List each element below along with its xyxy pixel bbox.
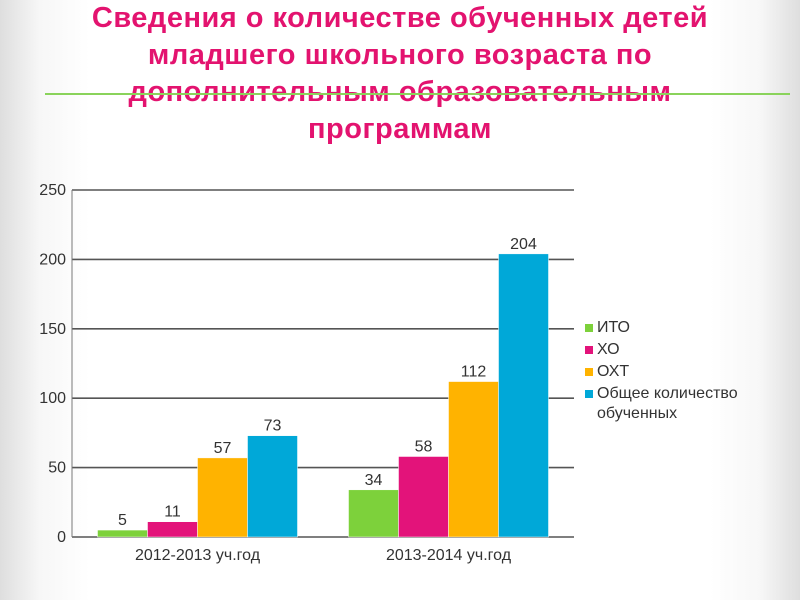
data-label: 11 bbox=[164, 504, 181, 521]
data-label: 204 bbox=[510, 236, 537, 253]
chart-title: Сведения о количестве обученных детей мл… bbox=[91, 2, 709, 145]
legend-swatch-ho bbox=[585, 346, 593, 354]
data-label: 57 bbox=[214, 440, 232, 457]
bar bbox=[197, 457, 248, 538]
legend-label-total: Общее количество обученных bbox=[597, 385, 738, 422]
y-tick-label: 50 bbox=[48, 460, 66, 477]
y-tick-label: 250 bbox=[39, 182, 66, 199]
legend-label-ho: ХО bbox=[597, 341, 620, 358]
data-label: 73 bbox=[264, 418, 282, 435]
y-tick-label: 100 bbox=[39, 390, 66, 407]
data-label: 112 bbox=[461, 364, 487, 381]
bar-chart: 0 50 100 150 200 250 5 11 57 73 2012-2013 уч.год 34… bbox=[39, 182, 574, 564]
data-label: 58 bbox=[415, 438, 433, 455]
legend-swatch-ito bbox=[585, 324, 593, 332]
bar bbox=[147, 521, 198, 538]
legend-label-oht: ОХТ bbox=[597, 363, 630, 380]
data-label: 34 bbox=[365, 472, 383, 489]
legend-item-ho: ХО bbox=[585, 340, 785, 360]
bar bbox=[448, 381, 499, 538]
legend-item-oht: ОХТ bbox=[585, 362, 785, 382]
y-tick-label: 200 bbox=[39, 251, 66, 268]
y-tick-label: 0 bbox=[57, 529, 66, 546]
bar bbox=[398, 456, 449, 538]
bar bbox=[247, 435, 298, 538]
x-tick-label: 2013-2014 уч.год bbox=[386, 547, 512, 564]
legend-swatch-total bbox=[585, 390, 593, 398]
data-label: 5 bbox=[118, 512, 127, 529]
legend-item-ito: ИТО bbox=[585, 318, 785, 338]
chart-legend: ИТО ХО ОХТ Общее количество обученных bbox=[585, 318, 785, 426]
bar bbox=[498, 253, 549, 538]
legend-label-ito: ИТО bbox=[597, 319, 630, 336]
legend-swatch-oht bbox=[585, 368, 593, 376]
title-divider bbox=[45, 93, 790, 95]
bar bbox=[97, 529, 148, 538]
legend-item-total: Общее количество обученных bbox=[585, 384, 785, 424]
bar bbox=[348, 489, 399, 538]
y-tick-label: 150 bbox=[39, 321, 66, 338]
x-tick-label: 2012-2013 уч.год bbox=[135, 547, 261, 564]
